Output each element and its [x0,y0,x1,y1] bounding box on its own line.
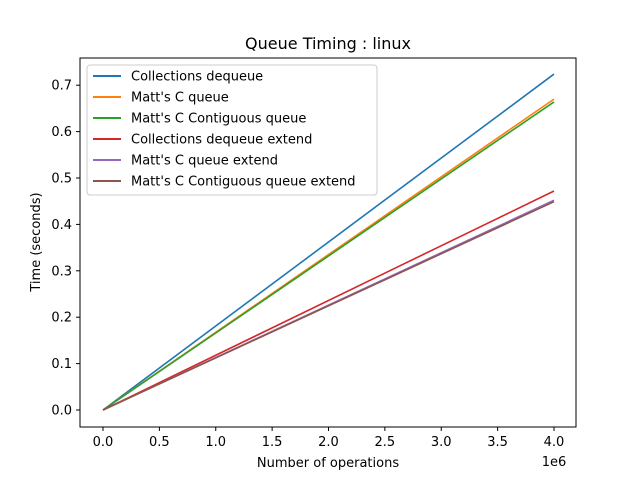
y-tick-label: 0.2 [51,311,72,326]
y-tick-label: 0.7 [51,79,72,94]
legend-label: Matt's C Contiguous queue [131,112,306,127]
legend-label: Matt's C queue [131,91,229,106]
x-axis-ticks: 0.0 0.5 1.0 1.5 2.0 2.5 3.0 3.5 4.0 [93,427,565,450]
series-line-2 [102,101,555,411]
y-tick-label: 0.0 [51,404,72,419]
chart-title: Queue Timing : linux [245,34,411,53]
x-tick-label: 2.5 [375,435,396,450]
x-tick-label: 3.0 [431,435,452,450]
y-tick-label: 0.6 [51,125,72,140]
x-tick-label: 1.0 [205,435,226,450]
x-tick-label: 4.0 [544,435,565,450]
y-tick-label: 0.5 [51,172,72,187]
plot-lines [102,73,555,411]
legend: Collections dequeue Matt's C queue Matt's … [86,64,378,196]
y-axis-label: Time (seconds) [29,192,44,292]
y-tick-label: 0.1 [51,357,72,372]
y-axis-ticks: 0.0 0.1 0.2 0.3 0.4 0.5 0.6 0.7 [51,79,80,419]
series-line-0 [102,73,555,411]
x-tick-label: 0.0 [93,435,114,450]
series-line-5 [102,200,555,411]
legend-label: Matt's C queue extend [131,154,278,169]
series-line-3 [102,190,555,411]
y-tick-label: 0.4 [51,218,72,233]
legend-label: Matt's C Contiguous queue extend [131,175,356,190]
y-tick-label: 0.3 [51,264,72,279]
legend-box [86,64,378,196]
x-axis-label: Number of operations [257,456,399,471]
x-tick-label: 2.0 [318,435,339,450]
x-tick-label: 3.5 [487,435,508,450]
x-axis-offset: 1e6 [542,455,567,470]
x-tick-label: 0.5 [149,435,170,450]
legend-label: Collections dequeue extend [131,133,312,148]
legend-label: Collections dequeue [131,70,263,85]
x-tick-label: 1.5 [262,435,283,450]
